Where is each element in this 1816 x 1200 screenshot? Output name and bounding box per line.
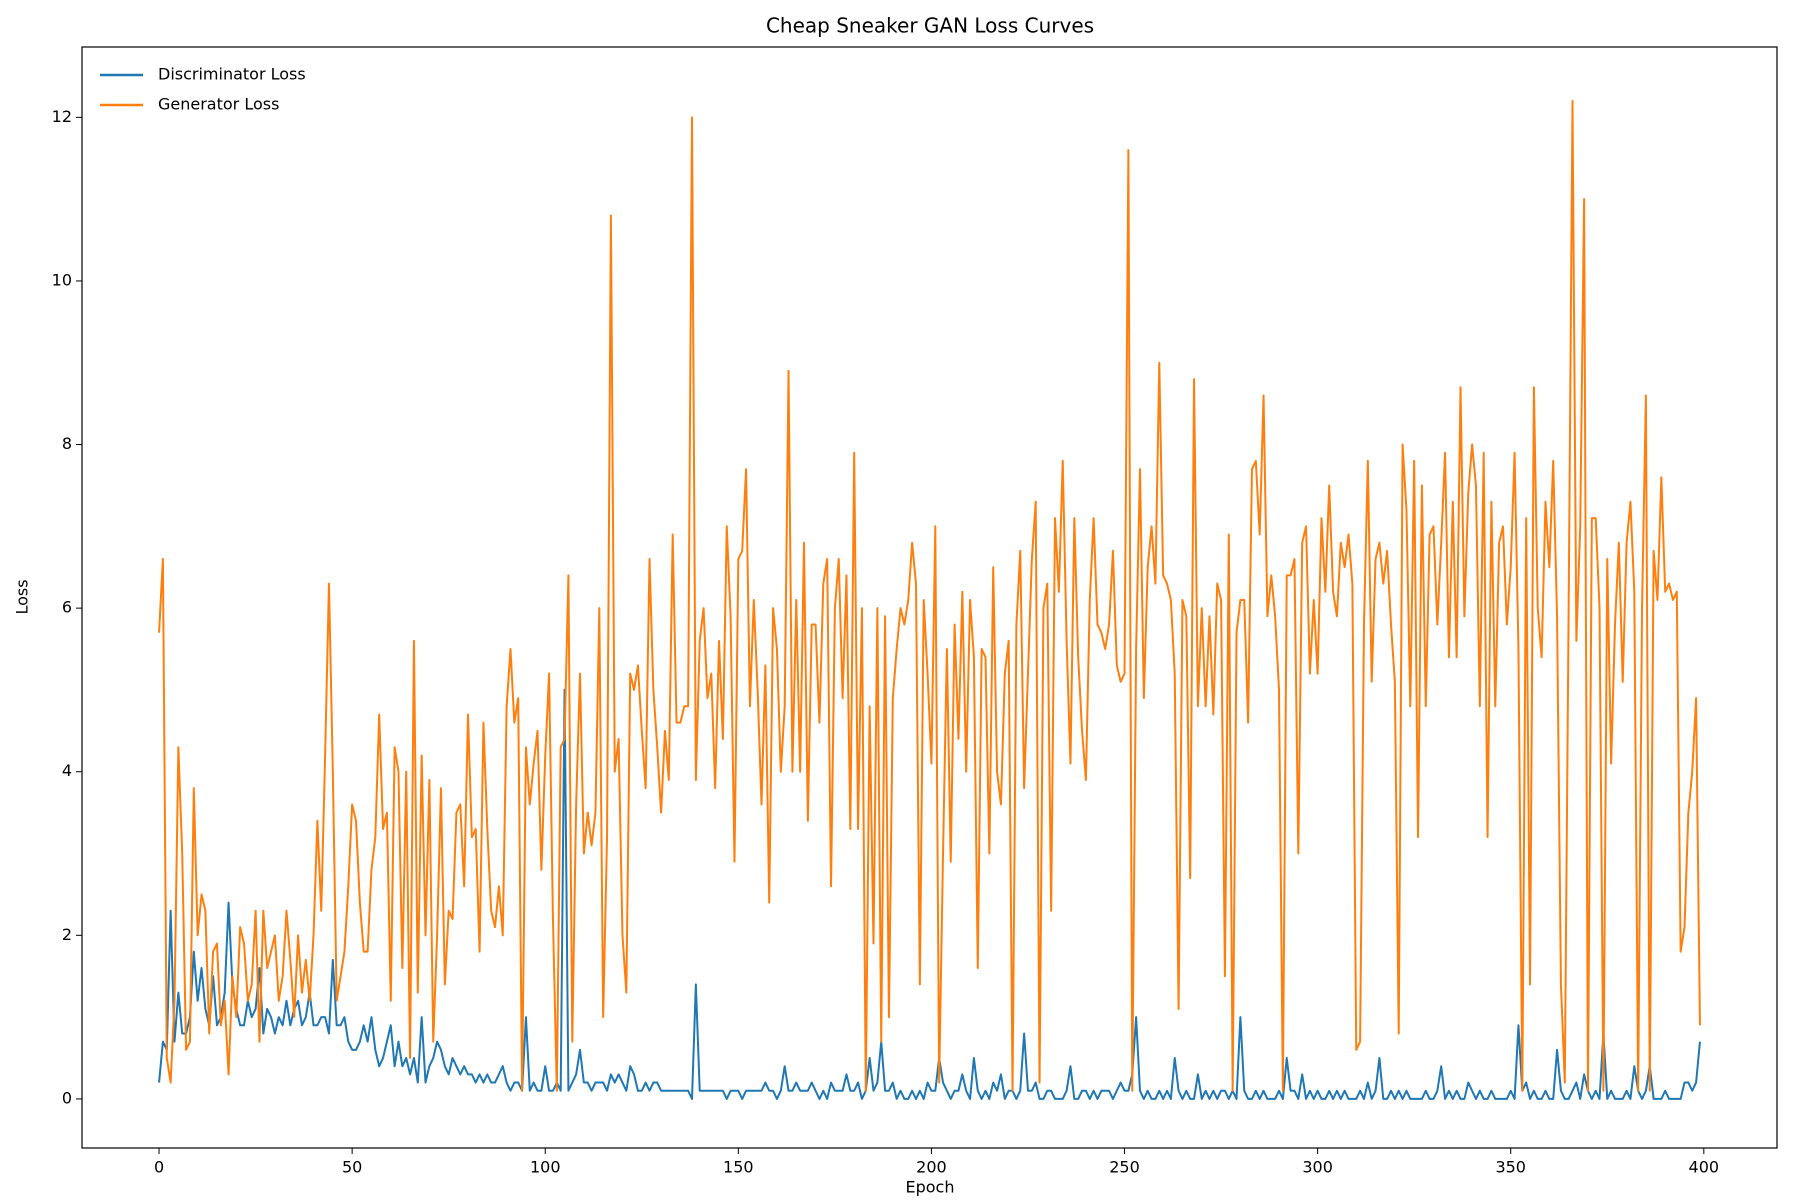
- y-tick-label: 2: [62, 925, 72, 944]
- x-tick-label: 0: [154, 1158, 164, 1177]
- y-tick-label: 10: [52, 270, 72, 289]
- x-tick-label: 300: [1302, 1158, 1333, 1177]
- plot-frame: [81, 46, 1778, 1149]
- y-tick-label: 0: [62, 1088, 72, 1107]
- y-tick-label: 8: [62, 434, 72, 453]
- x-tick-label: 250: [1109, 1158, 1140, 1177]
- series-line: [158, 99, 1701, 1092]
- series-line: [158, 688, 1701, 1100]
- y-axis-label: Loss: [13, 579, 32, 614]
- y-tick-label: 6: [62, 598, 72, 617]
- x-tick-label: 350: [1495, 1158, 1526, 1177]
- y-tick-label: 12: [52, 107, 72, 126]
- legend-label: Discriminator Loss: [158, 65, 306, 84]
- x-tick-label: 200: [916, 1158, 947, 1177]
- legend-label: Generator Loss: [158, 95, 279, 114]
- y-tick-label: 4: [62, 761, 72, 780]
- x-tick-label: 400: [1689, 1158, 1720, 1177]
- x-tick-label: 100: [530, 1158, 561, 1177]
- chart-title: Cheap Sneaker GAN Loss Curves: [766, 14, 1094, 38]
- x-axis-label: Epoch: [906, 1178, 955, 1197]
- x-tick-label: 50: [342, 1158, 362, 1177]
- x-tick-label: 150: [723, 1158, 754, 1177]
